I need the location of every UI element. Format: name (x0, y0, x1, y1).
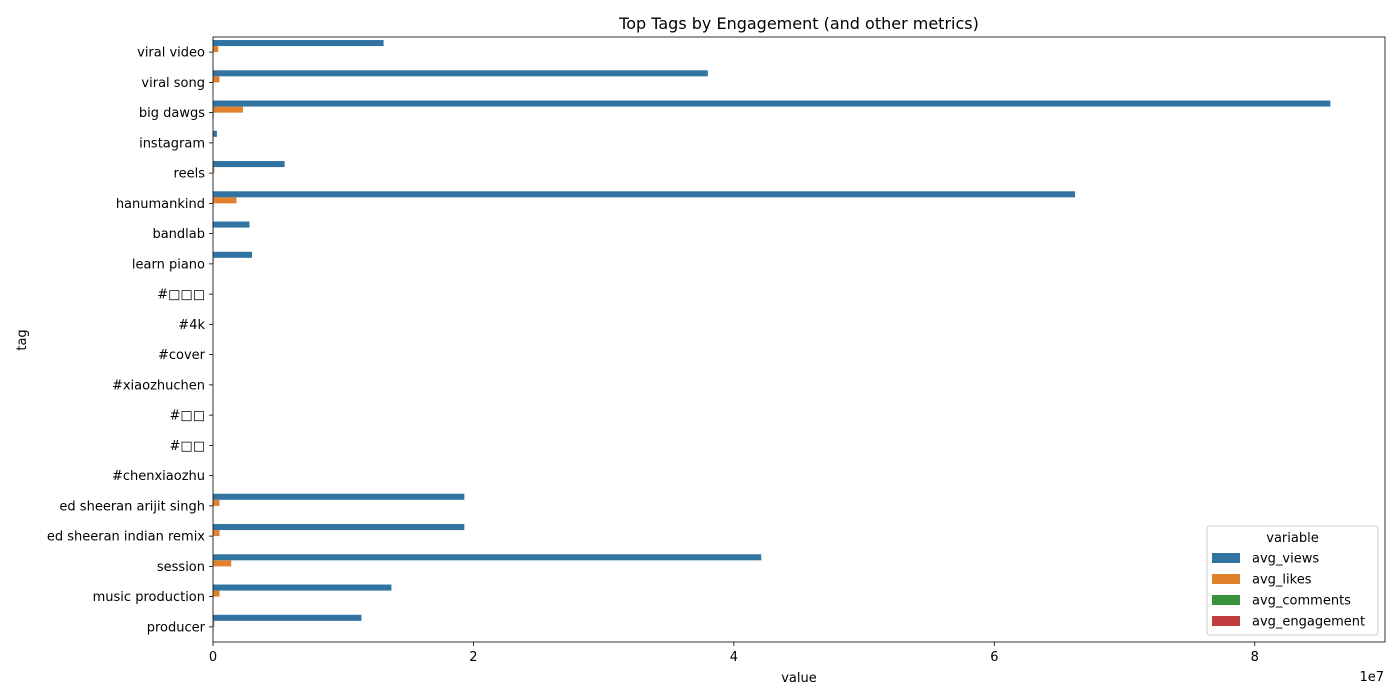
bar-avg_likes-1 (213, 76, 220, 83)
x-tick-label: 2 (469, 650, 477, 665)
y-tick-label: #cover (158, 348, 206, 363)
chart-title: Top Tags by Engagement (and other metric… (618, 14, 979, 33)
bar-avg_views-15 (213, 493, 465, 500)
y-tick-label: #□□□ (157, 288, 205, 303)
bar-avg_likes-4 (213, 167, 215, 174)
legend-swatch-avg_comments (1212, 595, 1240, 605)
plot-frame (212, 36, 1386, 643)
y-tick-label: learn piano (132, 257, 205, 272)
bar-avg_views-2 (213, 100, 1331, 107)
plot-area (212, 36, 1386, 643)
y-tick-label: reels (174, 167, 206, 182)
legend-swatch-avg_views (1212, 553, 1240, 563)
bar-avg_views-18 (213, 584, 392, 591)
legend-title: variable (1266, 531, 1318, 546)
x-tick-label: 4 (730, 650, 738, 665)
bar-avg_views-4 (213, 161, 285, 168)
bar-avg_views-0 (213, 40, 384, 47)
y-axis-label: tag (15, 329, 30, 350)
legend-swatch-avg_likes (1212, 574, 1240, 584)
y-tick-label: bandlab (152, 227, 205, 242)
y-tick-label: producer (147, 620, 206, 635)
legend-swatch-avg_engagement (1212, 616, 1240, 626)
y-tick-label: #chenxiaozhu (112, 469, 205, 484)
bar-avg_views-1 (213, 70, 708, 77)
bar-avg_likes-16 (213, 530, 220, 537)
y-axis-ticks: viral video viral song big dawgs instagram r… (47, 46, 213, 635)
y-tick-label: ed sheeran arijit singh (59, 499, 205, 514)
x-axis-ticks: 0 2 4 6 8 (209, 642, 1259, 665)
bar-avg_likes-2 (213, 106, 243, 113)
bar-avg_likes-15 (213, 499, 220, 506)
legend-label-avg_likes: avg_likes (1252, 573, 1312, 588)
y-tick-label: music production (93, 590, 205, 605)
bar-avg_views-3 (213, 130, 217, 137)
y-tick-label: #4k (178, 318, 205, 333)
x-tick-label: 8 (1251, 650, 1259, 665)
legend-label-avg_comments: avg_comments (1252, 594, 1351, 609)
bar-avg_views-7 (213, 251, 253, 258)
legend-label-avg_engagement: avg_engagement (1252, 615, 1365, 630)
bar-avg_views-5 (213, 191, 1076, 198)
x-axis-label: value (781, 671, 817, 686)
y-tick-label: #xiaozhuchen (112, 378, 205, 393)
bar-avg_views-17 (213, 554, 762, 561)
bar-avg_likes-5 (213, 197, 237, 204)
legend: variable avg_views avg_likes avg_commentsav… (1206, 525, 1379, 636)
x-axis-offset-label: 1e7 (1359, 670, 1384, 685)
bar-avg_likes-0 (213, 46, 219, 53)
y-tick-label: #□□ (170, 439, 205, 454)
y-tick-label: #□□ (170, 409, 205, 424)
bar-avg_views-6 (213, 221, 250, 228)
y-tick-label: big dawgs (139, 106, 205, 121)
bar-avg_views-19 (213, 614, 362, 621)
y-tick-label: ed sheeran indian remix (47, 530, 205, 545)
y-tick-label: hanumankind (116, 197, 205, 212)
y-tick-label: viral song (141, 76, 205, 91)
x-tick-label: 6 (990, 650, 998, 665)
legend-label-avg_views: avg_views (1252, 552, 1319, 567)
bar-avg_views-16 (213, 524, 465, 531)
bar-avg_likes-19 (213, 620, 215, 627)
y-tick-label: session (157, 560, 205, 575)
bar-avg_likes-18 (213, 590, 220, 597)
bar-avg_likes-17 (213, 560, 232, 567)
y-tick-label: instagram (139, 136, 205, 151)
y-tick-label: viral video (137, 46, 205, 61)
x-tick-label: 0 (209, 650, 217, 665)
legend-box (1206, 525, 1379, 636)
